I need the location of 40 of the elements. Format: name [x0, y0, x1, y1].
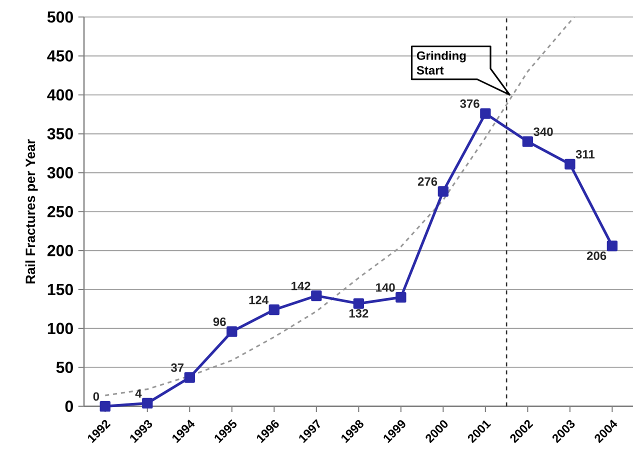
- y-tick-label: 250: [47, 206, 73, 218]
- point: [438, 186, 449, 197]
- y-tick-label: 500: [47, 11, 73, 23]
- point: [522, 136, 534, 147]
- y-tick-label: 400: [47, 89, 73, 101]
- annotation: Grinding Start: [416, 51, 466, 75]
- point: [100, 400, 110, 412]
- data-label: 132: [349, 309, 368, 318]
- y-tick-label: 0: [65, 400, 73, 412]
- y-tick-label: 450: [47, 50, 73, 62]
- data-label: 96: [213, 317, 226, 326]
- data-label: 37: [170, 363, 184, 372]
- data-label: 276: [418, 177, 438, 186]
- data-label: 0: [93, 392, 100, 401]
- data-label: 4: [135, 389, 142, 398]
- point: [142, 398, 153, 409]
- y-tick-label: 50: [56, 362, 73, 374]
- point: [268, 304, 280, 316]
- data-label: 124: [249, 296, 268, 304]
- point: [226, 326, 238, 337]
- y-tick-label: 200: [47, 244, 73, 256]
- data-label: 311: [576, 150, 595, 159]
- line-series: [104, 16, 575, 396]
- point: [480, 108, 491, 119]
- point: [184, 372, 195, 383]
- y-tick-label: 300: [47, 167, 73, 178]
- data-label: 376: [460, 99, 480, 108]
- data-label: 142: [292, 282, 310, 290]
- point: [311, 290, 322, 302]
- point: [353, 298, 364, 309]
- y-tick-label: 150: [48, 284, 73, 296]
- y-tick-label: 100: [48, 322, 73, 334]
- point: [564, 158, 576, 170]
- point: [606, 240, 618, 252]
- point: [396, 292, 406, 303]
- y-tick-label: 350: [47, 128, 73, 140]
- data-label: 140: [376, 283, 395, 292]
- y-axis-title: Rail Fractures per Year: [25, 139, 38, 284]
- data-label: 206: [587, 252, 606, 260]
- data-label: 340: [534, 127, 553, 136]
